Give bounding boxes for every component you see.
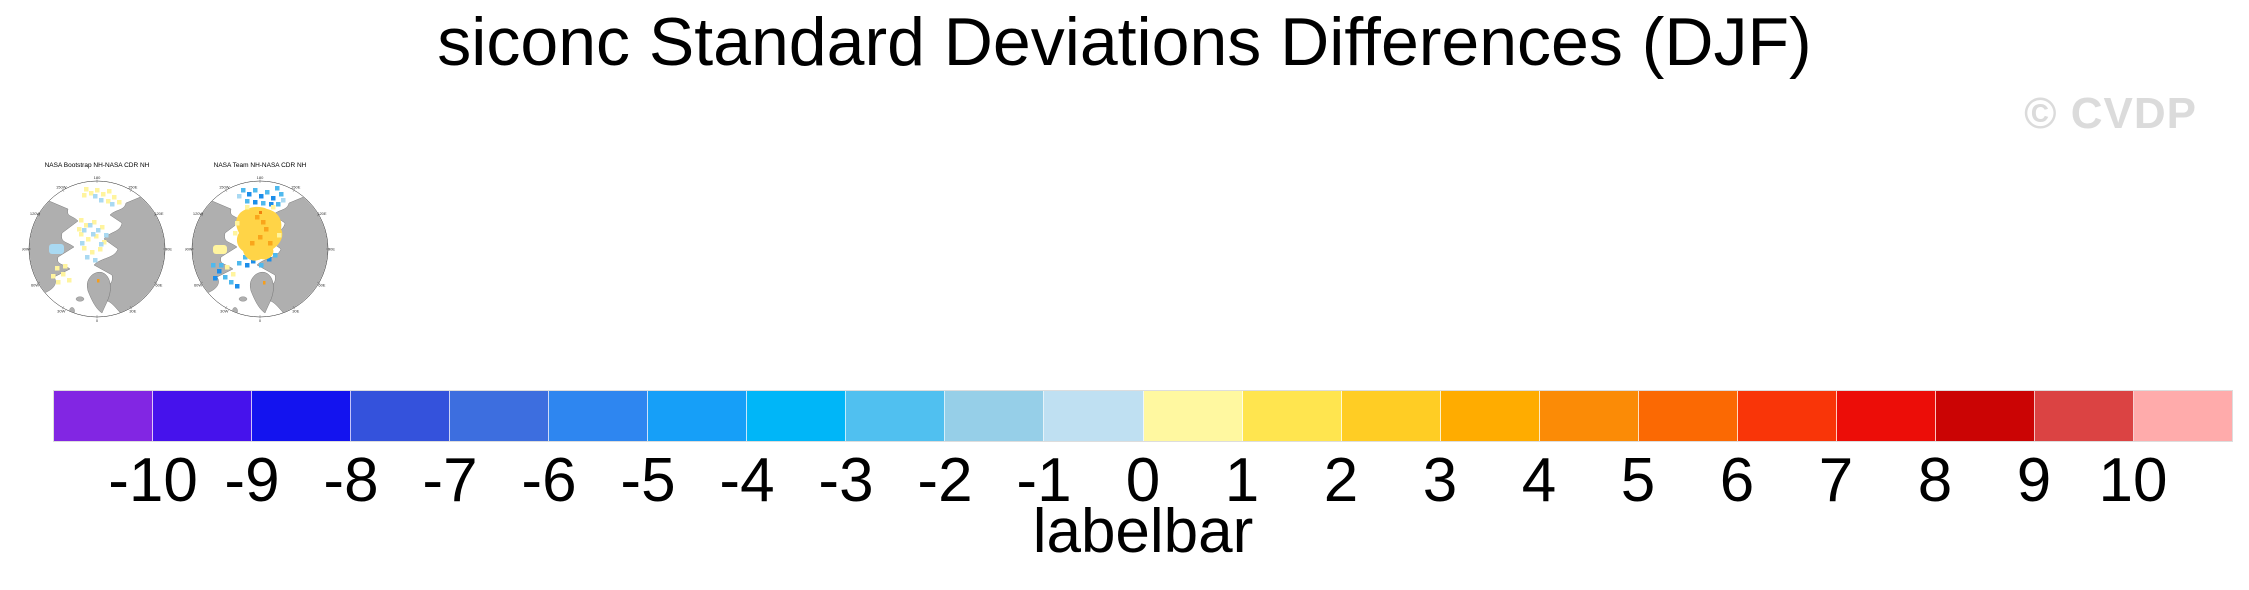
ring-label: 60E xyxy=(318,282,325,287)
ring-label: 30W xyxy=(220,308,228,313)
colorbar-tick: -3 xyxy=(818,446,874,515)
colorbar-tick: -7 xyxy=(422,446,478,515)
colorbar-tick: -9 xyxy=(224,446,280,515)
colorbar-segment xyxy=(1539,391,1639,441)
colorbar-segment xyxy=(747,391,847,441)
polar-map-team: 180 150E 120E 90E 60E 30E 0 30W 60W 90W 120W 150W xyxy=(185,175,335,323)
ring-tick xyxy=(62,306,65,310)
map-panel-title: NASA Bootstrap NH-NASA CDR NH xyxy=(44,162,150,169)
ring-tick xyxy=(154,214,158,217)
ring-label: 30E xyxy=(129,308,136,313)
colorbar xyxy=(53,390,2233,442)
colorbar-ticks: -10 -9 -8 -7 -6 -5 -4 -3 -2 -1 0 1 2 3 4 5 6 7 8 9 10 xyxy=(54,450,2232,514)
ring-tick xyxy=(317,281,321,284)
colorbar-tick: -2 xyxy=(917,446,973,515)
ring-label: 120W xyxy=(30,211,41,216)
colorbar-segment xyxy=(2133,391,2233,441)
ring-label: 150W xyxy=(56,185,67,190)
ring-label: 150W xyxy=(219,185,230,190)
ring-label: 90E xyxy=(328,247,335,252)
ring-label: 30W xyxy=(57,308,65,313)
colorbar-tick: 7 xyxy=(1818,446,1854,515)
colorbar-segment xyxy=(1341,391,1441,441)
map-panel-title: NASA Team NH-NASA CDR NH xyxy=(213,162,307,169)
ring-label: 90W xyxy=(22,247,30,252)
ring-label: 180 xyxy=(94,175,101,180)
ring-tick xyxy=(292,188,295,192)
ring-label: 90W xyxy=(185,247,193,252)
ring-tick xyxy=(199,214,203,217)
colorbar-tick: 2 xyxy=(1323,446,1359,515)
colorbar-segment xyxy=(450,391,550,441)
colorbar-tick: 9 xyxy=(2016,446,2052,515)
ring-label: 90E xyxy=(165,247,172,252)
ring-label: 150E xyxy=(291,185,301,190)
ring-label: 0 xyxy=(259,318,262,323)
colorbar-segment xyxy=(945,391,1045,441)
colorbar-segment xyxy=(549,391,649,441)
ring-tick xyxy=(199,281,203,284)
colorbar-tick: 10 xyxy=(2098,446,2168,515)
ring-tick xyxy=(62,188,65,192)
ring-label: 0 xyxy=(96,318,99,323)
ring-label: 120E xyxy=(154,211,164,216)
ring-label: 150E xyxy=(128,185,138,190)
ring-label: 60E xyxy=(155,282,162,287)
ring-tick xyxy=(317,214,321,217)
polar-map-bootstrap: 180 150E 120E 90E 60E 30E 0 30W 60W 90W 120W 150W xyxy=(22,175,172,323)
colorbar-segment xyxy=(846,391,946,441)
colorbar-tick: 4 xyxy=(1521,446,1557,515)
ring-tick xyxy=(292,306,295,310)
colorbar-segment xyxy=(2034,391,2134,441)
ring-label: 120E xyxy=(317,211,327,216)
ring-label: 120W xyxy=(193,211,204,216)
ring-tick xyxy=(154,281,158,284)
colorbar-segment xyxy=(1737,391,1837,441)
colorbar-segment xyxy=(351,391,451,441)
colorbar-tick: -10 xyxy=(108,446,198,515)
colorbar-segment xyxy=(1935,391,2035,441)
map-ice-anomalies xyxy=(211,186,286,289)
map-ice-anomalies xyxy=(49,187,122,285)
colorbar-tick: -6 xyxy=(521,446,577,515)
ring-tick xyxy=(36,214,40,217)
ring-label: 60W xyxy=(194,282,202,287)
map-panel-team: NASA Team NH-NASA CDR NH xyxy=(184,160,336,323)
colorbar-segment xyxy=(1242,391,1342,441)
colorbar-segment xyxy=(1143,391,1243,441)
colorbar-segment xyxy=(153,391,253,441)
colorbar-segment xyxy=(1044,391,1144,441)
colorbar-tick: -5 xyxy=(620,446,676,515)
ring-label: 180 xyxy=(257,175,264,180)
map-ring-labels: 180 150E 120E 90E 60E 30E 0 30W 60W 90W 120W 150W xyxy=(22,175,172,323)
colorbar-segment xyxy=(1836,391,1936,441)
ring-tick xyxy=(36,281,40,284)
ring-label: 30E xyxy=(292,308,299,313)
colorbar-tick: -1 xyxy=(1016,446,1072,515)
colorbar-segment xyxy=(1440,391,1540,441)
colorbar-segment xyxy=(648,391,748,441)
colorbar-tick: 5 xyxy=(1620,446,1656,515)
figure-title: siconc Standard Deviations Differences (… xyxy=(437,4,1812,80)
colorbar-tick: 6 xyxy=(1719,446,1755,515)
colorbar-tick: 8 xyxy=(1917,446,1953,515)
map-ring-labels: 180 150E 120E 90E 60E 30E 0 30W 60W 90W 120W 150W xyxy=(185,175,335,323)
ring-tick xyxy=(225,306,228,310)
cvdp-watermark: © CVDP xyxy=(2024,89,2197,138)
colorbar-tick: 0 xyxy=(1125,446,1161,515)
ring-tick xyxy=(129,188,132,192)
colorbar-segment xyxy=(1638,391,1738,441)
map-panel-bootstrap: NASA Bootstrap NH-NASA CDR NH xyxy=(21,160,173,323)
ring-label: 60W xyxy=(31,282,39,287)
colorbar-tick: -8 xyxy=(323,446,379,515)
colorbar-caption: labelbar xyxy=(1032,497,1254,566)
colorbar-tick: 3 xyxy=(1422,446,1458,515)
colorbar-tick: 1 xyxy=(1224,446,1260,515)
ring-tick xyxy=(225,188,228,192)
colorbar-segment xyxy=(54,391,154,441)
ring-tick xyxy=(129,306,132,310)
colorbar-tick: -4 xyxy=(719,446,775,515)
colorbar-segment xyxy=(252,391,352,441)
